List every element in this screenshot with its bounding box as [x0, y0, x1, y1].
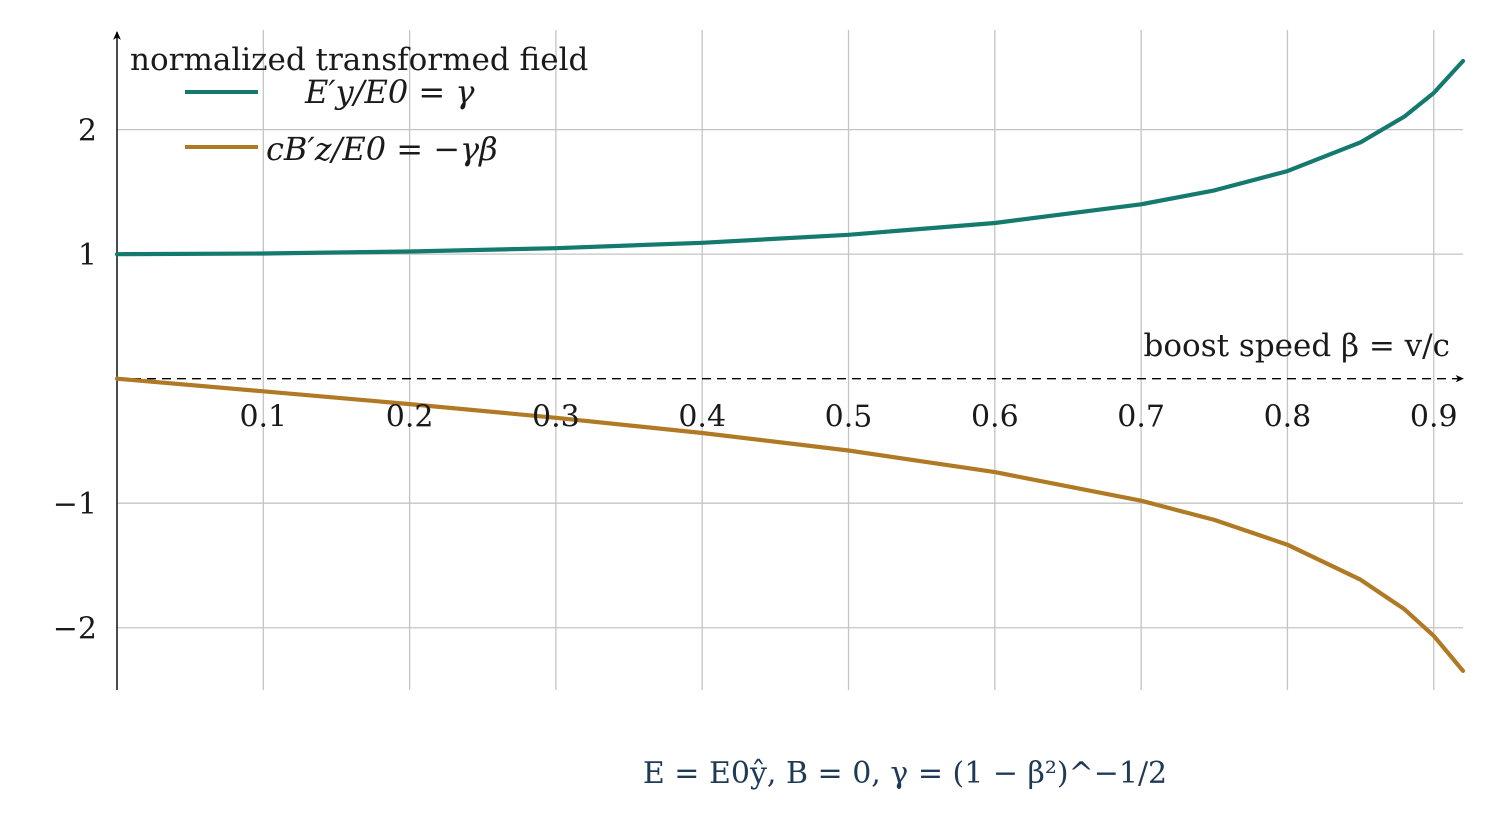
x-tick-label-3: 0.4 — [678, 400, 726, 435]
x-tick-label-6: 0.7 — [1117, 400, 1165, 435]
tick-labels: 0.1 0.2 0.3 0.4 0.5 0.6 0.7 0.8 0.9 −2 −1 1 2 — [53, 114, 1458, 647]
y-axis-label: normalized transformed field — [130, 42, 588, 78]
y-tick-label-3: 2 — [78, 114, 97, 149]
x-tick-label-7: 0.8 — [1264, 400, 1312, 435]
legend: E′y/E0 = γ cB′z/E0 = −γβ — [185, 73, 498, 168]
x-tick-label-0: 0.1 — [239, 400, 287, 435]
series-line-0 — [114, 58, 1466, 257]
x-tick-label-8: 0.9 — [1410, 400, 1458, 435]
x-axis-label-text: boost speed β = v/c — [1144, 328, 1450, 364]
series-layer — [114, 58, 1466, 674]
legend-label-gamma: E′y/E0 = γ — [304, 73, 475, 111]
y-tick-label-2: 1 — [78, 238, 97, 273]
x-tick-label-1: 0.2 — [386, 400, 434, 435]
axes — [113, 31, 1464, 690]
x-axis-label: boost speed β = v/c — [1144, 328, 1450, 364]
series-line-1 — [114, 376, 1466, 674]
x-tick-label-2: 0.3 — [532, 400, 580, 435]
legend-label-gamma-beta: cB′z/E0 = −γβ — [266, 130, 498, 168]
caption: E = E0ŷ, B = 0, γ = (1 − β²)^−1/2 — [643, 756, 1167, 791]
x-tick-label-5: 0.6 — [971, 400, 1019, 435]
y-tick-label-1: −1 — [53, 487, 97, 522]
x-tick-label-4: 0.5 — [825, 400, 873, 435]
y-tick-label-0: −2 — [53, 612, 97, 647]
